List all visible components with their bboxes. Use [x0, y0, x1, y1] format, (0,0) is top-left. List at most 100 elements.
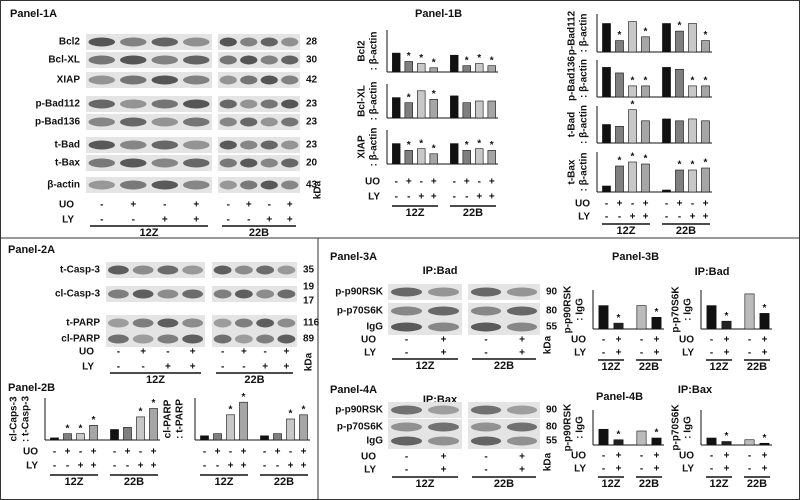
- bar: [429, 99, 438, 119]
- uo-sign: -: [691, 199, 694, 210]
- ly-sign: +: [519, 348, 525, 359]
- row-label: p-p70S6K: [337, 306, 384, 317]
- blot-band: [120, 140, 147, 150]
- blot-band: [427, 405, 460, 415]
- ly-sign: +: [441, 465, 447, 476]
- bar: [429, 153, 438, 165]
- significance: *: [644, 26, 648, 37]
- blot-band: [240, 99, 258, 109]
- uo-sign: -: [748, 335, 751, 346]
- uo-sign: +: [441, 452, 447, 463]
- y-label: cl-Caps-3: [9, 396, 20, 441]
- significance: *: [79, 423, 83, 434]
- ly-sign: -: [453, 192, 456, 203]
- significance: *: [655, 307, 659, 318]
- group-label: 12Z: [406, 207, 425, 219]
- ip-label: IP:Bad: [695, 266, 730, 278]
- bar: [213, 433, 222, 441]
- kda-unit: kDa: [543, 452, 554, 471]
- ly-sign: +: [190, 362, 196, 373]
- blot-band: [234, 334, 253, 344]
- blot-band: [183, 180, 210, 190]
- ly-sign: -: [748, 348, 751, 359]
- blot-strip: [218, 155, 300, 171]
- ly-sign: -: [113, 461, 116, 472]
- ly-sign: +: [724, 348, 730, 359]
- row-label: p-Bad136: [35, 117, 80, 128]
- significance: *: [617, 313, 621, 324]
- ly-label: LY: [578, 212, 590, 223]
- bar: [651, 437, 662, 446]
- blot-band: [132, 265, 154, 275]
- ly-sign: +: [762, 464, 768, 475]
- y-label: Bcl-XL: [357, 85, 368, 117]
- kda-value: 19: [303, 282, 315, 293]
- significance: *: [407, 140, 411, 151]
- uo-sign: -: [748, 451, 751, 462]
- blot-band: [240, 180, 258, 190]
- group-label: 12Z: [416, 360, 435, 372]
- significance: *: [432, 143, 436, 154]
- kda-value: 20: [306, 158, 318, 169]
- blot-band: [277, 265, 296, 275]
- bar: [462, 150, 471, 165]
- y-label: p-Bad112: [567, 10, 578, 55]
- uo-sign: -: [395, 177, 398, 188]
- uo-sign: +: [762, 335, 768, 346]
- blot-band: [183, 37, 210, 47]
- blot-band: [120, 55, 147, 65]
- row-label: t-Bad: [54, 140, 80, 151]
- blot-band: [219, 75, 237, 85]
- blot-band: [427, 287, 460, 297]
- y-label: p-p90RSK: [563, 285, 574, 334]
- uo-sign: -: [453, 177, 456, 188]
- blot-band: [234, 265, 253, 275]
- blot-band: [183, 117, 210, 127]
- ly-sign: +: [162, 215, 168, 226]
- blot-band: [219, 117, 237, 127]
- bar: [636, 430, 647, 446]
- row-label: p-p70S6K: [337, 422, 384, 433]
- blot-band: [281, 117, 299, 127]
- blot-strip: [218, 137, 300, 153]
- group-label: 12Z: [617, 225, 636, 237]
- significance: *: [763, 433, 767, 444]
- ly-sign: +: [287, 215, 293, 226]
- group-label: 12Z: [140, 227, 159, 239]
- row-label: t-Bax: [55, 158, 80, 169]
- bar: [487, 100, 496, 119]
- kda-value: 35: [303, 265, 315, 276]
- ly-sign: -: [710, 348, 713, 359]
- bar: [613, 322, 624, 330]
- bar: [688, 169, 697, 193]
- ly-sign: -: [602, 348, 605, 359]
- uo-sign: +: [241, 447, 247, 458]
- blot-band: [219, 140, 237, 150]
- uo-sign: +: [151, 447, 157, 458]
- bar: [299, 414, 308, 441]
- uo-label: UO: [59, 200, 74, 211]
- blot-strip: [86, 52, 212, 68]
- uo-sign: -: [420, 177, 423, 188]
- ly-sign: +: [193, 215, 199, 226]
- bar: [149, 408, 158, 441]
- blot-band: [506, 405, 538, 415]
- bar: [744, 439, 755, 446]
- kda-value: 23: [306, 117, 318, 128]
- blot-strip: [212, 331, 297, 347]
- blot-band: [151, 180, 178, 190]
- group-label: 22B: [494, 478, 514, 490]
- bar: [701, 120, 710, 144]
- blot-band: [281, 140, 299, 150]
- ly-sign: -: [405, 465, 408, 476]
- bar: [602, 23, 611, 53]
- blot-band: [182, 289, 204, 299]
- uo-sign: +: [519, 335, 525, 346]
- ly-sign: -: [484, 348, 487, 359]
- blot-band: [470, 422, 502, 432]
- y-label: p-p70S6K: [671, 404, 682, 451]
- kda-value: 89: [303, 334, 315, 345]
- uo-sign: +: [190, 347, 196, 358]
- group-label: 22B: [463, 207, 483, 219]
- bar: [628, 161, 637, 193]
